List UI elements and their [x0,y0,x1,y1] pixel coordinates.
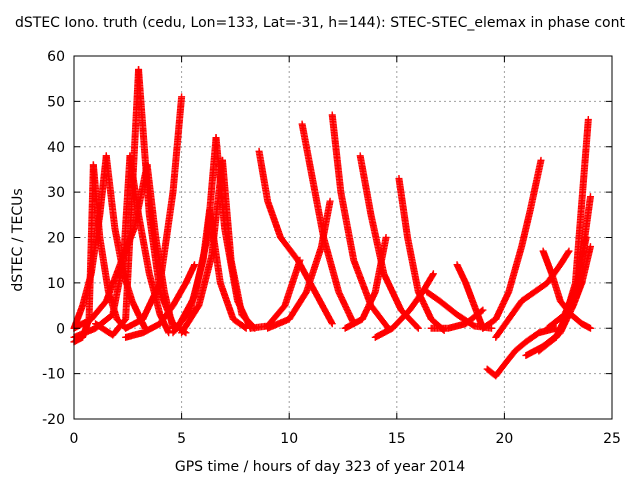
x-axis-label: GPS time / hours of day 323 of year 2014 [174,459,466,475]
x-tick-label: 15 [388,431,406,447]
data-series-11 [122,261,199,341]
data-series-26 [371,270,437,341]
y-tick-label: 0 [56,321,65,337]
y-tick-label: -20 [42,412,65,428]
data-series-21 [298,120,358,328]
data-series-24 [341,234,390,332]
y-tick-label: -10 [42,367,65,383]
data-series-29 [427,306,487,332]
data-series-16 [178,156,226,337]
y-tick-label: 40 [47,140,65,156]
data-series-group [70,66,594,380]
y-tick-label: 10 [47,276,65,292]
data-series-18 [255,147,336,328]
data-series-36 [539,243,594,350]
y-tick-label: 50 [47,94,65,110]
data-series-25 [395,175,448,335]
y-tick-label: 20 [47,231,65,247]
data-series-14 [173,134,220,332]
data-series-37 [543,234,590,332]
data-series-19 [246,256,304,332]
y-tick-label: 60 [47,49,65,65]
data-series-17 [218,156,259,332]
x-tick-label: 5 [177,431,186,447]
x-tick-label: 0 [70,431,79,447]
data-series-22 [328,111,392,332]
x-tick-label: 20 [495,431,513,447]
chart-title: dSTEC Iono. truth (cedu, Lon=133, Lat=-3… [15,15,625,31]
x-tick-label: 10 [280,431,298,447]
data-series-32 [492,247,573,341]
x-tick-label: 25 [603,431,621,447]
data-series-30 [479,156,545,332]
y-tick-label: 30 [47,185,65,201]
y-axis-label: dSTEC / TECUs [10,188,26,292]
